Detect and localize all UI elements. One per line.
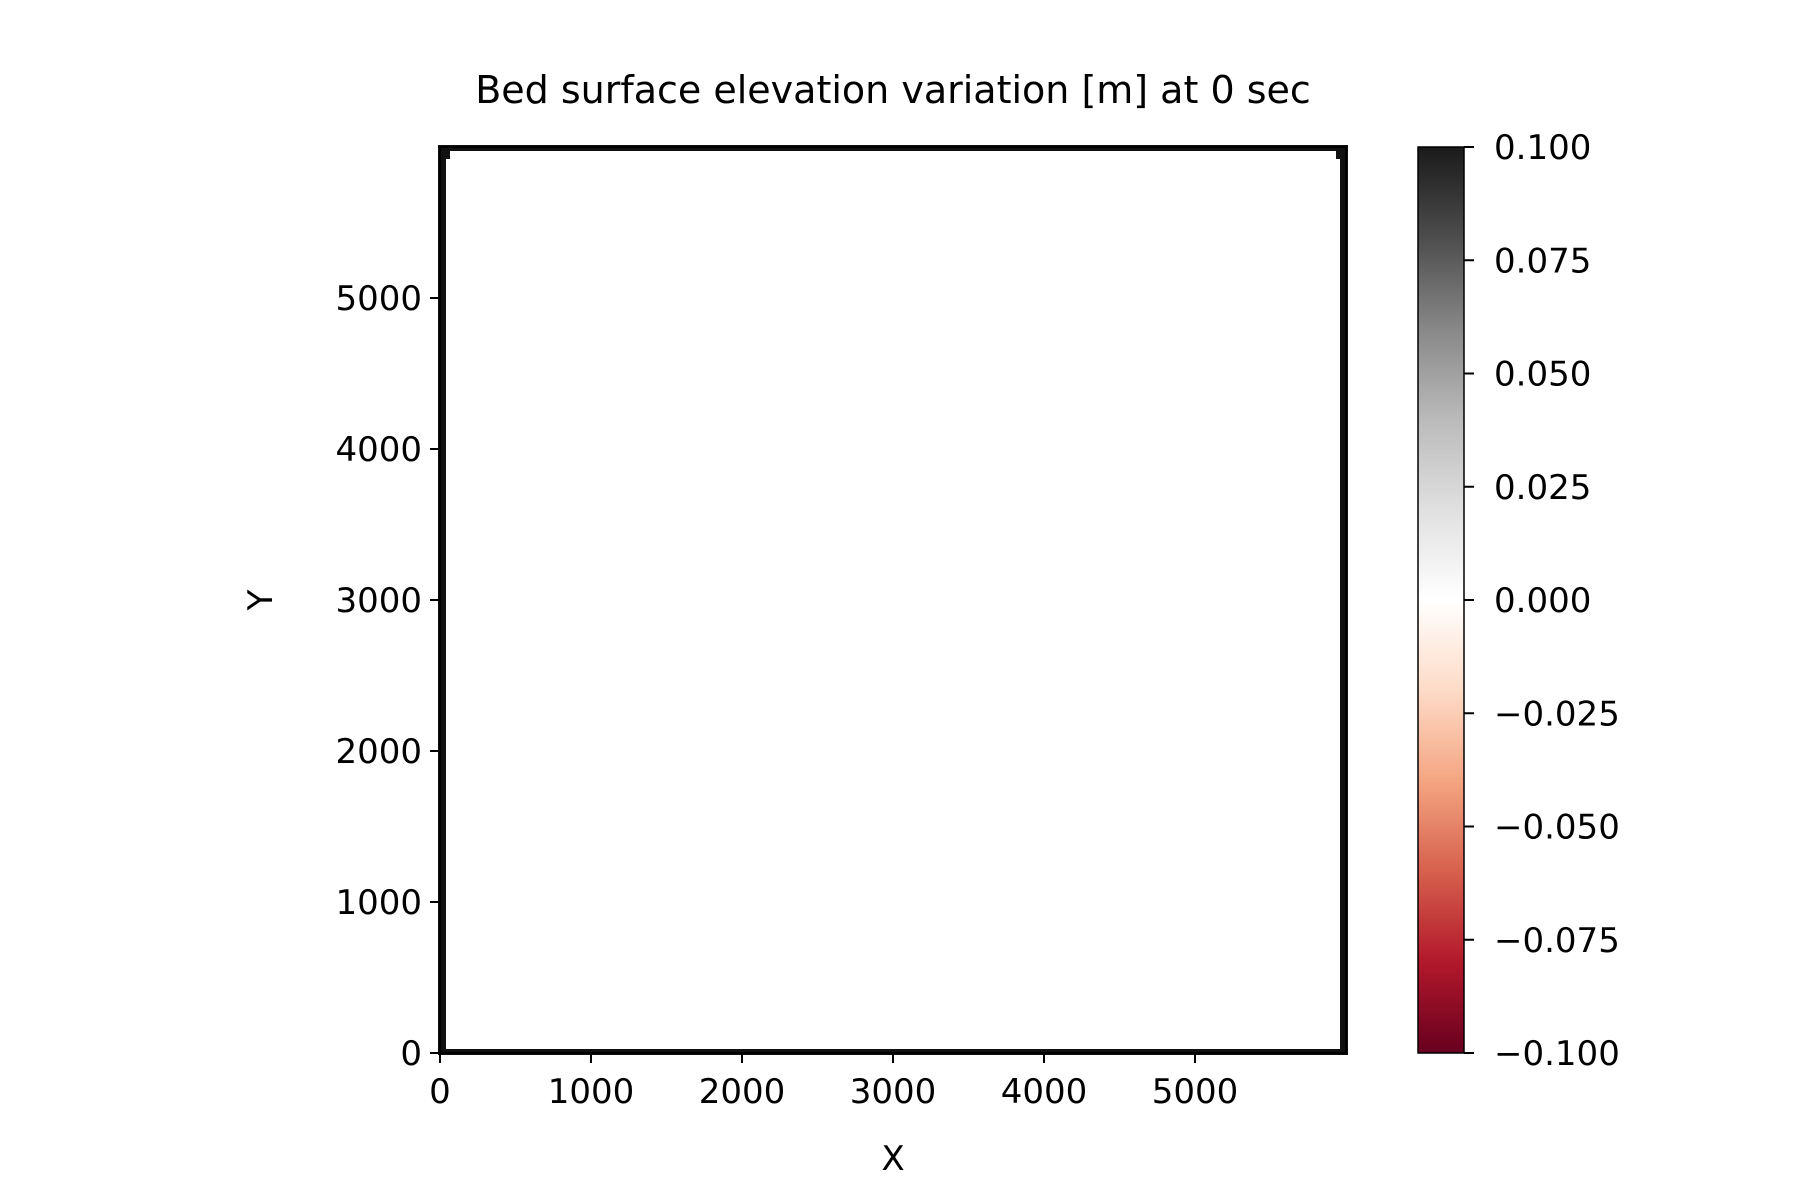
colorbar-tick-label-3: 0.025 (1494, 468, 1591, 508)
colorbar-tick-label-5: −0.025 (1494, 694, 1620, 734)
y-axis-label: Y (241, 589, 281, 611)
heatmap-field (440, 147, 1346, 1053)
colorbar-tick-label-6: −0.050 (1494, 808, 1620, 848)
colorbar-tick-label-8: −0.100 (1494, 1034, 1620, 1074)
y-tick-label-2: 2000 (335, 732, 422, 772)
colorbar-tick-label-4: 0.000 (1494, 581, 1591, 621)
chart-title: Bed surface elevation variation [m] at 0… (475, 68, 1311, 112)
x-tick-label-4: 4000 (1001, 1072, 1088, 1112)
colorbar-tick-label-7: −0.075 (1494, 921, 1620, 961)
x-axis-label: X (881, 1139, 904, 1179)
x-tick-label-5: 5000 (1152, 1072, 1239, 1112)
y-tick-label-0: 0 (400, 1034, 422, 1074)
colorbar-tick-label-0: 0.100 (1494, 128, 1591, 168)
colorbar-tick-label-1: 0.075 (1494, 241, 1591, 281)
colorbar-tick-label-2: 0.050 (1494, 355, 1591, 395)
colorbar (1418, 147, 1464, 1053)
boundary-cells-right (1340, 145, 1348, 1055)
boundary-corner-tr (1336, 151, 1342, 159)
x-tick-label-1: 1000 (548, 1072, 635, 1112)
x-tick-label-3: 3000 (850, 1072, 937, 1112)
y-tick-label-4: 4000 (335, 430, 422, 470)
x-tick-label-2: 2000 (699, 1072, 786, 1112)
boundary-corner-tl (444, 151, 450, 159)
boundary-cells-left (438, 145, 446, 1055)
y-tick-label-3: 3000 (335, 581, 422, 621)
x-tick-label-0: 0 (429, 1072, 451, 1112)
y-tick-label-5: 5000 (335, 279, 422, 319)
y-tick-label-1: 1000 (335, 883, 422, 923)
